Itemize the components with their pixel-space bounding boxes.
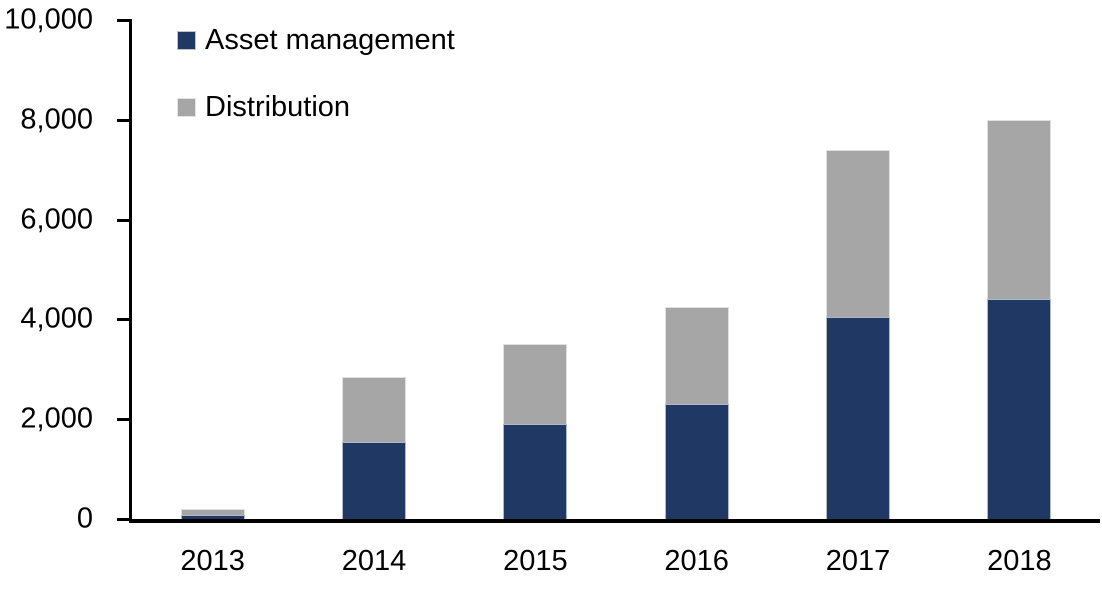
bar-segment-distribution-2014: [342, 376, 406, 442]
bar-segment-distribution-2018: [987, 119, 1052, 300]
y-tick-mark-6000: [117, 218, 130, 222]
x-tick-label-2016: 2016: [664, 545, 729, 577]
legend-swatch-distribution: [177, 97, 196, 117]
x-tick-label-2017: 2017: [825, 545, 891, 577]
bar-segment-asset-management-2014: [342, 441, 406, 519]
y-tick-label-2000: 2,000: [20, 402, 93, 435]
bar-segment-asset-management-2016: [664, 404, 729, 519]
y-tick-mark-2000: [117, 418, 130, 422]
legend-label-asset-management: Asset management: [205, 23, 455, 56]
legend-label-distribution: Distribution: [205, 90, 351, 123]
y-tick-label-8000: 8,000: [20, 103, 93, 136]
legend: Asset management Distribution: [177, 24, 455, 161]
y-tick-label-4000: 4,000: [20, 302, 93, 335]
y-axis-line: [129, 19, 132, 523]
bar-segment-distribution-2013: [180, 509, 245, 515]
x-tick-label-2015: 2015: [503, 545, 568, 577]
legend-item-asset-management: Asset management: [177, 24, 455, 56]
x-tick-label-2014: 2014: [341, 545, 407, 577]
x-axis-line: [129, 519, 1100, 523]
bar-segment-asset-management-2017: [826, 316, 890, 519]
bar-2016: [664, 306, 729, 519]
bar-segment-asset-management-2015: [503, 424, 568, 519]
y-tick-mark-4000: [117, 318, 130, 322]
y-tick-label-6000: 6,000: [20, 203, 93, 236]
x-tick-label-2013: 2013: [180, 545, 245, 577]
y-tick-label-10000: 10,000: [4, 3, 93, 36]
bar-segment-distribution-2017: [826, 149, 890, 317]
plot-area: [132, 20, 1100, 519]
bar-2013: [180, 509, 245, 519]
bar-segment-asset-management-2018: [987, 299, 1052, 519]
bar-2018: [987, 119, 1052, 519]
y-tick-mark-10000: [117, 19, 130, 22]
y-tick-label-0: 0: [76, 502, 93, 535]
bar-2014: [342, 376, 406, 519]
bar-2017: [826, 149, 890, 519]
legend-swatch-asset-management: [177, 30, 196, 50]
legend-item-distribution: Distribution: [177, 91, 455, 123]
y-tick-mark-0: [117, 518, 130, 521]
x-tick-label-2018: 2018: [987, 545, 1052, 577]
bar-segment-distribution-2016: [664, 306, 729, 405]
bar-2015: [503, 344, 568, 519]
x-axis-tick-labels: 2013 2014 2015 2016 2017 2018: [132, 545, 1100, 586]
bar-segment-distribution-2015: [503, 344, 568, 425]
bar-segment-asset-management-2013: [180, 514, 245, 519]
y-tick-mark-8000: [117, 118, 130, 122]
